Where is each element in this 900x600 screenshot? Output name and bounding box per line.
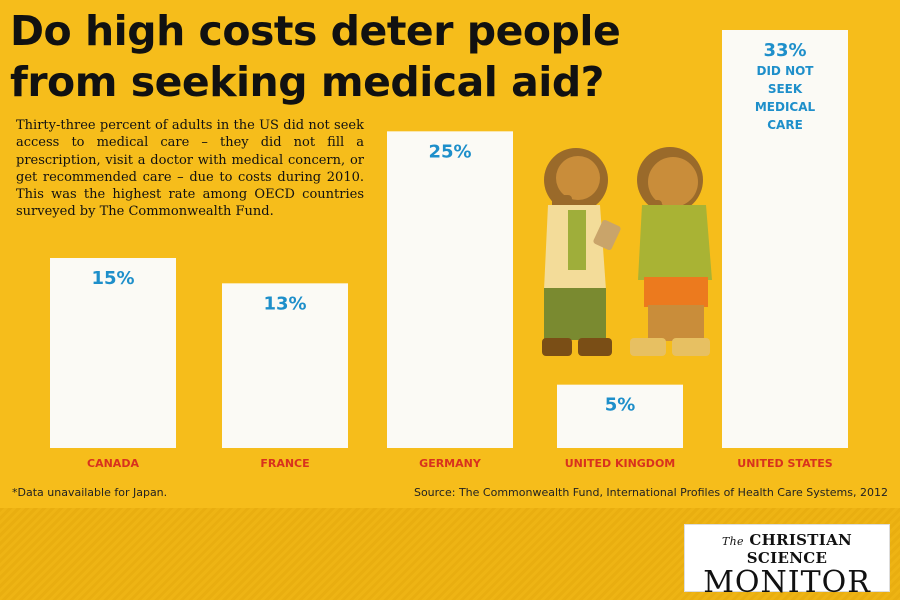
- doctor-shoe-left: [542, 338, 572, 356]
- source-note: Source: The Commonwealth Fund, Internati…: [413, 486, 888, 499]
- bar-united-states: [722, 30, 848, 448]
- clipboard-icon: [593, 219, 621, 251]
- logo-line-1: The CHRISTIAN SCIENCE: [685, 531, 889, 567]
- doctor-patient-illustration: [542, 147, 712, 356]
- intro-paragraph: Thirty-three percent of adults in the US…: [16, 118, 364, 220]
- value-label-germany: 25%: [428, 141, 471, 162]
- footnote: *Data unavailable for Japan.: [12, 486, 168, 499]
- value-label-united-states: 33%: [763, 40, 806, 61]
- category-label-united-kingdom: UNITED KINGDOM: [565, 457, 676, 470]
- doctor-shoe-right: [578, 338, 612, 356]
- value-label-united-kingdom: 5%: [605, 395, 636, 416]
- bar-united-kingdom: [557, 384, 683, 448]
- annotation-line: SEEK: [768, 82, 803, 96]
- bar-germany: [387, 131, 513, 449]
- annotation-line: CARE: [767, 118, 803, 132]
- annotation-line: MEDICAL: [755, 100, 816, 114]
- value-label-france: 13%: [263, 293, 306, 314]
- category-label-united-states: UNITED STATES: [737, 457, 832, 470]
- patient-face: [648, 157, 698, 207]
- patient-shoe-left: [630, 338, 666, 356]
- bar-france: [222, 283, 348, 448]
- value-label-canada: 15%: [91, 268, 134, 289]
- doctor-face: [556, 156, 600, 200]
- category-label-germany: GERMANY: [419, 457, 482, 470]
- patient-shoe-right: [672, 338, 710, 356]
- logo-line-1-text: CHRISTIAN SCIENCE: [746, 531, 853, 567]
- doctor-legs: [544, 288, 606, 340]
- labels-group: 15% CANADA 13% FRANCE 25% GERMANY 5% UNITED KIN…: [87, 40, 833, 470]
- patient-shirt: [638, 205, 712, 280]
- patient-shorts: [644, 277, 708, 307]
- page-title: Do high costs deter people from seeking …: [10, 7, 621, 106]
- category-label-canada: CANADA: [87, 457, 139, 470]
- logo-line-2: MONITOR: [703, 565, 871, 600]
- bar-canada: [50, 258, 176, 448]
- publisher-logo: The CHRISTIAN SCIENCE MONITOR: [684, 524, 890, 599]
- doctor-shirt: [568, 210, 586, 270]
- patient-legs: [648, 305, 704, 341]
- bars-group: [50, 30, 848, 449]
- category-label-france: FRANCE: [260, 457, 309, 470]
- logo-the: The: [721, 535, 744, 548]
- annotation-line: DID NOT: [757, 64, 815, 78]
